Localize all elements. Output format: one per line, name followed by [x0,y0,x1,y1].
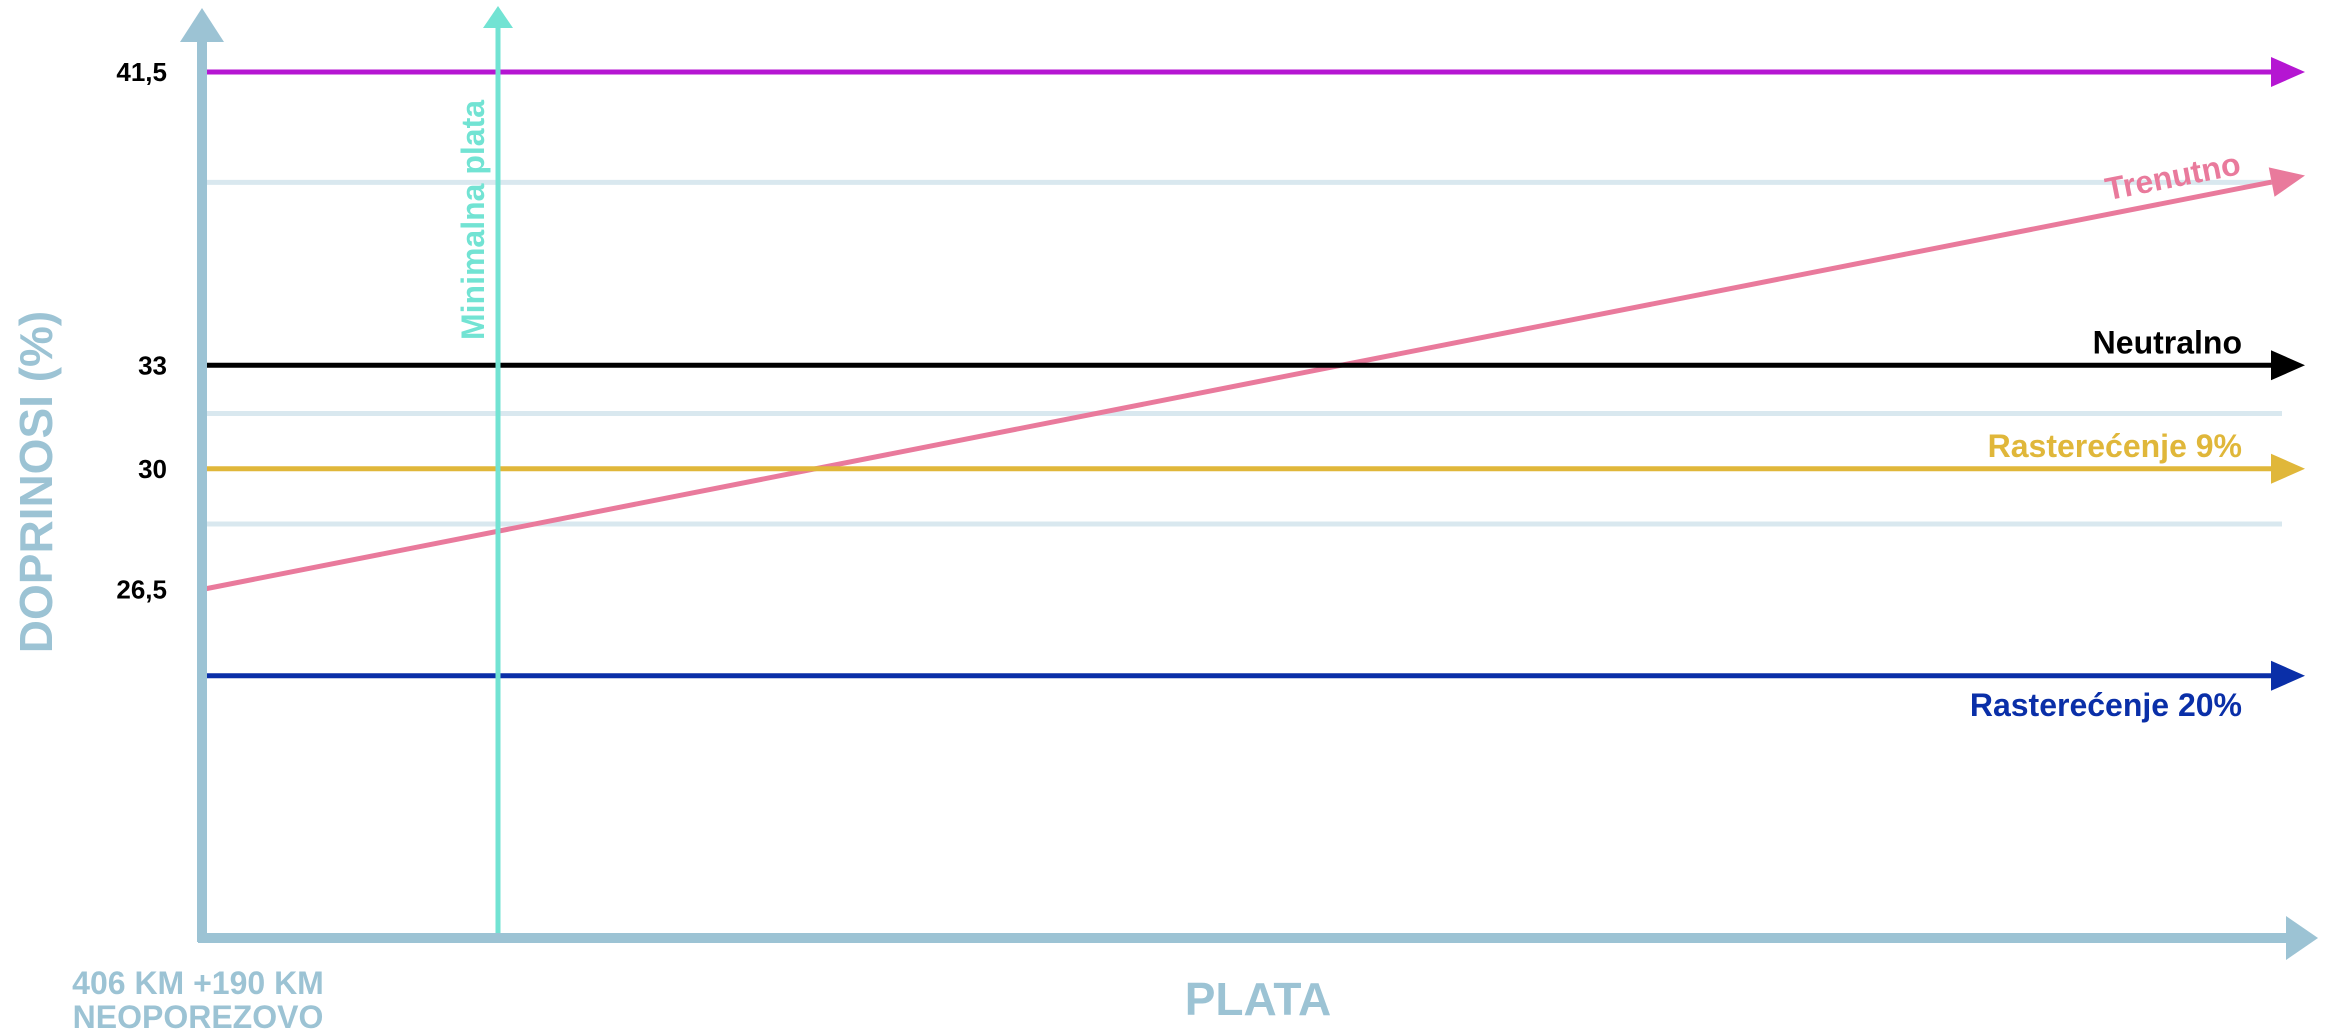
minimal-wage-arrowhead [483,6,513,28]
y-tick-label: 41,5 [116,57,167,87]
grid-lines [202,69,2282,527]
y-tick-label: 26,5 [116,575,167,605]
x-axis-title: PLATA [1185,973,1332,1025]
series-label: Rasterećenje 20% [1970,687,2242,723]
reference-line-group: Minimalna plata [455,6,513,938]
series-arrowhead [2268,167,2305,197]
axes [180,8,2318,960]
series-label: Rasterećenje 9% [1988,428,2242,464]
series-label: Neutralno [2093,324,2242,360]
series-arrowhead [2271,453,2305,484]
series-arrowhead [2271,350,2305,381]
series-line [201,179,2273,592]
x-origin-label-line2: NEOPOREZOVO [73,999,324,1032]
y-axis-title: DOPRINOSI (%) [10,311,62,653]
y-tick-labels: 41,5 33 30 26,5 [116,57,167,605]
x-origin-label-line1: 406 KM +190 KM [72,965,324,1001]
y-tick-label: 30 [138,454,167,484]
series-lines [201,57,2305,691]
y-tick-label: 33 [138,350,167,380]
series-arrowhead [2271,660,2305,691]
minimal-wage-label: Minimalna plata [455,100,491,340]
x-axis-arrowhead [2286,916,2318,960]
y-axis-arrowhead [180,8,224,42]
series-arrowhead [2271,57,2305,87]
series-label: Trenutno [2102,145,2243,207]
